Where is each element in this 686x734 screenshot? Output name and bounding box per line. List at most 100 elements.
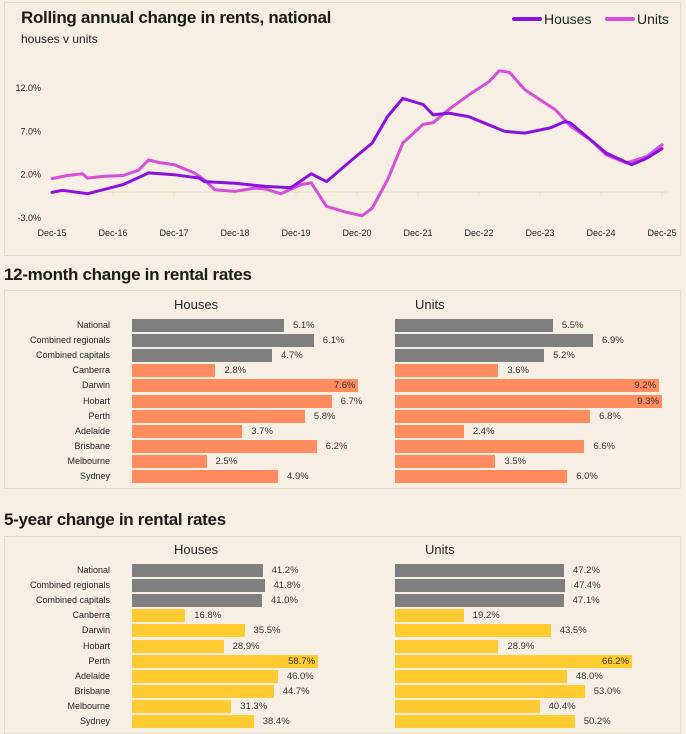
data-label: 31.3% <box>240 700 268 712</box>
data-label: 38.4% <box>262 716 290 727</box>
legend-units-swatch <box>605 17 635 21</box>
bar-units-combined-regionals <box>395 579 565 593</box>
row-label: Melbourne <box>67 700 110 711</box>
data-label: 46.0% <box>286 670 314 682</box>
line-chart-title: Rolling annual change in rents, national <box>21 8 332 27</box>
data-label: 5.2% <box>553 350 575 362</box>
line-chart-panel <box>4 2 681 256</box>
bar-units-national <box>395 319 553 332</box>
legend-units-label: Units <box>637 11 669 27</box>
bar-houses-adelaide <box>132 424 243 438</box>
row-label: Darwin <box>81 625 110 636</box>
data-label: 19.2% <box>472 610 500 622</box>
data-label: 43.5% <box>559 625 587 637</box>
section-12-month-title: 12-month change in rental rates <box>4 265 252 284</box>
bar-houses-combined-regionals <box>132 334 314 348</box>
data-label: 3.6% <box>507 365 529 377</box>
x-tick-label: Dec-19 <box>281 228 310 238</box>
data-label: 2.8% <box>224 365 247 377</box>
y-tick-label: -3.0% <box>17 213 41 223</box>
bar-units-sydney <box>395 715 575 728</box>
row-label: Adelaide <box>74 670 110 681</box>
data-label: 2.5% <box>215 455 238 467</box>
bar-houses-darwin <box>132 624 245 638</box>
row-label: Melbourne <box>67 455 110 466</box>
data-label: 6.0% <box>576 471 598 482</box>
line-chart: Dec-15 Dec-16 Dec-17 Dec-18 Dec-19 Dec-20 Dec-… <box>15 69 677 238</box>
bar-units-darwin <box>395 624 551 638</box>
data-label: 16.8% <box>194 610 222 622</box>
data-label: 6.1% <box>322 335 345 347</box>
line-chart-subtitle: houses v units <box>21 32 98 46</box>
data-label: 28.9% <box>507 640 535 652</box>
row-label: Combined regionals <box>29 335 110 346</box>
row-label: Combined capitals <box>35 595 110 606</box>
row-label: Sydney <box>79 716 110 726</box>
bar-units-combined-regionals <box>395 334 594 348</box>
bar-houses-brisbane <box>132 684 274 698</box>
data-label: 47.1% <box>572 595 600 607</box>
bar-houses-canberra <box>132 364 216 378</box>
bar-units-hobart <box>395 394 662 408</box>
row-label: Perth <box>88 410 110 421</box>
bar-houses-combined-regionals <box>132 579 265 593</box>
y-tick-label: 12.0% <box>15 83 41 93</box>
row-label: Brisbane <box>74 440 110 451</box>
row-label: National <box>76 565 110 575</box>
x-tick-label: Dec-15 <box>37 228 66 238</box>
units-header-12-month: Units <box>415 297 445 312</box>
bar-units-melbourne <box>395 454 496 468</box>
bar-units-melbourne <box>395 699 540 713</box>
bar-units-combined-capitals <box>395 594 564 608</box>
data-label: 40.4% <box>548 700 576 712</box>
data-label: 2.4% <box>472 425 495 437</box>
units-header-5-year: Units <box>425 542 455 557</box>
bar-units-canberra <box>395 364 499 378</box>
bar-houses-hobart <box>132 394 332 408</box>
data-label: 47.4% <box>573 580 601 592</box>
bar-houses-melbourne <box>132 454 207 468</box>
legend-units: Units <box>605 11 669 27</box>
x-tick-label: Dec-22 <box>464 228 493 238</box>
y-tick-label: 2.0% <box>20 170 41 180</box>
row-label: Canberra <box>72 365 110 376</box>
data-label: 66.2% <box>602 655 629 667</box>
data-label: 5.1% <box>292 320 315 331</box>
bar-units-darwin <box>395 379 660 393</box>
x-tick-label: Dec-24 <box>586 228 615 238</box>
data-label: 6.9% <box>602 335 624 347</box>
data-label: 58.7% <box>288 655 316 667</box>
legend-houses-label: Houses <box>544 11 592 27</box>
row-label: Darwin <box>81 380 110 391</box>
legend-houses: Houses <box>512 11 591 27</box>
row-label: Sydney <box>79 471 110 481</box>
row-label: Brisbane <box>74 685 110 696</box>
bar-units-hobart <box>395 639 499 653</box>
bar-houses-national <box>132 319 284 332</box>
data-label: 50.2% <box>583 716 611 727</box>
bar-units-brisbane <box>395 684 585 698</box>
data-label: 9.3% <box>637 395 659 407</box>
row-label: Hobart <box>82 395 110 406</box>
data-label: 4.9% <box>287 471 309 482</box>
bar-houses-sydney <box>132 715 254 728</box>
bar-units-perth <box>395 409 591 423</box>
bar-units-national <box>395 564 564 577</box>
x-tick-label: Dec-25 <box>647 228 676 238</box>
x-tick-label: Dec-21 <box>403 228 432 238</box>
data-label: 6.6% <box>593 440 616 452</box>
bar-units-perth <box>395 654 632 668</box>
x-tick-label: Dec-23 <box>525 228 554 238</box>
x-tick-label: Dec-16 <box>98 228 127 238</box>
bar-units-canberra <box>395 609 464 623</box>
data-label: 35.5% <box>253 625 281 637</box>
bar-houses-combined-capitals <box>132 349 273 363</box>
data-label: 3.5% <box>504 455 527 467</box>
data-label: 5.8% <box>313 410 336 422</box>
row-label: National <box>76 320 110 330</box>
row-label: Canberra <box>72 610 110 621</box>
bar-units-brisbane <box>395 439 585 453</box>
x-tick-label: Dec-18 <box>220 228 249 238</box>
bar-houses-perth <box>132 409 305 423</box>
panel-12-month <box>4 290 681 489</box>
